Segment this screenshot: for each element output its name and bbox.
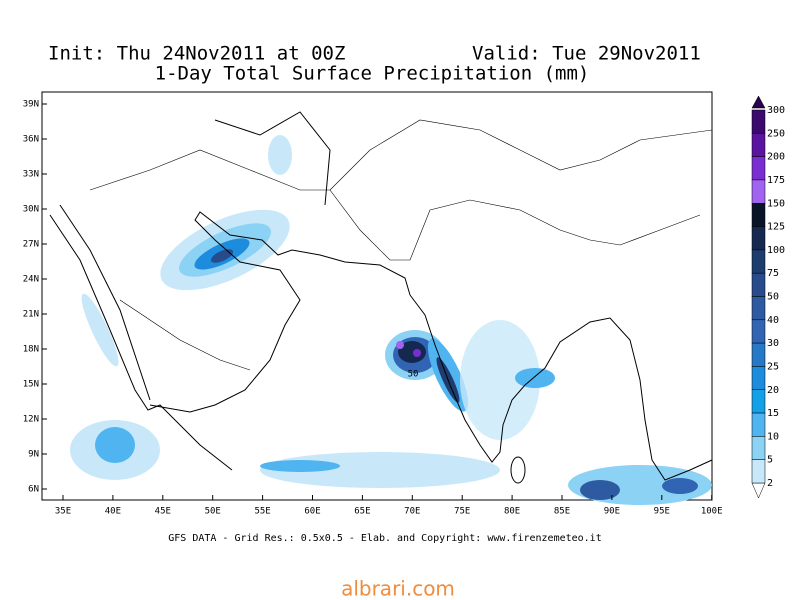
colorbar-swatch <box>751 389 766 414</box>
init-text: Init: Thu 24Nov2011 at 00Z <box>48 43 345 65</box>
lat-label: 30N <box>23 205 39 215</box>
footer: GFS DATA - Grid Res.: 0.5x0.5 - Elab. an… <box>168 533 601 544</box>
lon-label: 95E <box>654 507 670 517</box>
lon-label: 35E <box>55 507 71 517</box>
precipitation <box>70 135 712 505</box>
lon-label: 75E <box>454 507 470 517</box>
rain-area <box>95 427 135 463</box>
colorbar-label: 2 <box>767 478 773 489</box>
colorbar-swatch <box>751 156 766 181</box>
coastline <box>49 214 233 471</box>
colorbar-label: 30 <box>767 338 779 349</box>
colorbar-label: 125 <box>767 222 785 233</box>
coastlines <box>49 111 713 484</box>
colorbar-label: 20 <box>767 385 779 396</box>
rain-area <box>515 368 555 388</box>
colorbar-label: 200 <box>767 152 785 163</box>
colorbar-label: 25 <box>767 361 779 372</box>
lat-axis: 39N 36N 33N 30N 27N 24N 21N 18N 15N 12N 9N 6N <box>23 100 47 495</box>
colorbar-label: 40 <box>767 315 779 326</box>
colorbar-top-arrow <box>751 95 766 109</box>
lon-label: 60E <box>304 507 320 517</box>
colorbar-label: 100 <box>767 245 785 256</box>
rain-area <box>210 249 234 263</box>
colorbar-label: 75 <box>767 268 779 279</box>
lat-label: 6N <box>28 485 39 495</box>
colorbar-swatch <box>751 272 766 297</box>
colorbar-swatch <box>751 366 766 390</box>
colorbar-swatch <box>751 203 766 227</box>
lon-label: 85E <box>554 507 570 517</box>
lon-label: 40E <box>105 507 121 517</box>
rain-area <box>398 341 426 363</box>
colorbar-swatch <box>751 296 766 321</box>
lat-label: 27N <box>23 240 39 250</box>
colorbar-swatch <box>751 249 766 274</box>
colorbar-swatch <box>751 133 766 157</box>
colorbar-label: 300 <box>767 105 785 116</box>
lon-label: 50E <box>205 507 221 517</box>
lat-label: 36N <box>23 135 39 145</box>
lon-axis: 35E 40E 45E 50E 55E 60E 65E 70E 75E 80E 85E 90E 95E 1… <box>55 495 723 517</box>
lon-label: 65E <box>354 507 370 517</box>
colorbar-swatch <box>751 412 766 437</box>
rain-core <box>413 349 421 357</box>
colorbar-label: 50 <box>767 292 779 303</box>
colorbar-label: 10 <box>767 431 779 442</box>
colorbar-swatch <box>751 319 766 344</box>
lat-label: 33N <box>23 170 39 180</box>
contour-label: 50 <box>408 370 419 380</box>
colorbar-swatch <box>751 459 766 484</box>
coastline <box>59 204 151 401</box>
colorbar-swatch <box>751 226 766 251</box>
lon-label: 80E <box>504 507 520 517</box>
lon-label: 100E <box>701 507 723 517</box>
lat-label: 15N <box>23 380 39 390</box>
map: 50 39N 36N 33N 30N 27N 24N 21N 18N 15N 12N 9N 6N 35… <box>23 91 723 517</box>
lat-label: 12N <box>23 415 39 425</box>
rain-area <box>662 478 698 494</box>
rain-area <box>460 320 540 440</box>
colorbar-label: 175 <box>767 175 785 186</box>
coastline <box>149 211 411 413</box>
rain-area <box>81 293 119 367</box>
lon-label: 90E <box>604 507 620 517</box>
valid-text: Valid: Tue 29Nov2011 <box>472 43 701 65</box>
colorbar: 300 250 200 175 150 125 100 75 50 40 30 25 20 15 10 5 2 <box>751 95 785 499</box>
lon-label: 70E <box>404 507 420 517</box>
lat-label: 18N <box>23 345 39 355</box>
lat-label: 21N <box>23 310 39 320</box>
border <box>119 299 251 371</box>
colorbar-swatch <box>751 179 766 204</box>
watermark: albrari.com <box>341 577 455 600</box>
rain-area <box>260 460 340 472</box>
colorbar-swatch <box>751 109 766 134</box>
colorbar-swatch <box>751 436 766 460</box>
colorbar-label: 250 <box>767 128 785 139</box>
coastline <box>409 294 713 481</box>
rain-core <box>396 341 404 349</box>
colorbar-label: 5 <box>767 455 773 466</box>
lat-label: 24N <box>23 275 39 285</box>
lat-label: 9N <box>28 450 39 460</box>
border <box>89 149 701 261</box>
rain-area <box>268 135 292 175</box>
border <box>329 119 713 191</box>
title: 1-Day Total Surface Precipitation (mm) <box>155 63 590 85</box>
rain-area <box>580 480 620 500</box>
coastline <box>214 111 331 206</box>
lat-label: 39N <box>23 100 39 110</box>
colorbar-bottom-arrow <box>751 482 766 499</box>
lon-label: 55E <box>254 507 270 517</box>
colorbar-label: 150 <box>767 198 785 209</box>
coastline <box>510 456 526 484</box>
lon-label: 45E <box>155 507 171 517</box>
colorbar-label: 15 <box>767 408 779 419</box>
colorbar-swatch <box>751 342 766 367</box>
